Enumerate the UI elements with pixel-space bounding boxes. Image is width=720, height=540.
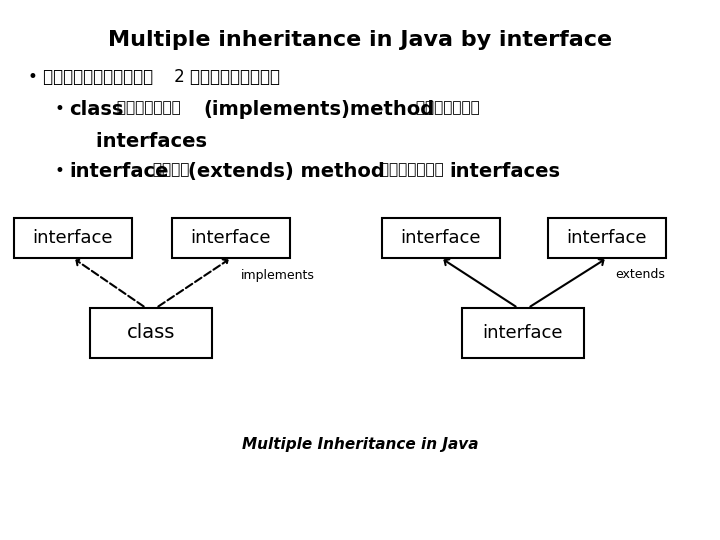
Text: (implements)method: (implements)method	[203, 100, 434, 119]
Text: implements: implements	[241, 268, 315, 281]
Bar	[172, 218, 290, 258]
Text: interface: interface	[191, 229, 271, 247]
Text: •: •	[55, 162, 70, 180]
Text: class: class	[127, 323, 175, 342]
Bar	[14, 218, 132, 258]
Text: interface: interface	[32, 229, 113, 247]
Text: Multiple inheritance in Java by interface: Multiple inheritance in Java by interfac…	[108, 30, 612, 50]
Text: class: class	[69, 100, 123, 119]
Text: interfaces: interfaces	[449, 162, 560, 181]
Text: (extends) method: (extends) method	[188, 162, 384, 181]
Text: interface: interface	[401, 229, 481, 247]
Text: extends: extends	[615, 268, 665, 281]
Text: interface: interface	[567, 229, 647, 247]
Text: Multiple Inheritance in Java: Multiple Inheritance in Java	[242, 437, 478, 453]
Text: interface: interface	[482, 324, 563, 342]
Text: จากหลาย: จากหลาย	[411, 100, 480, 115]
Text: •: •	[55, 100, 70, 118]
Bar	[90, 308, 212, 358]
Bar	[462, 308, 584, 358]
Text: interface: interface	[69, 162, 168, 181]
Bar	[548, 218, 666, 258]
Text: interfaces: interfaces	[69, 132, 207, 151]
Text: ต่อเติม: ต่อเติม	[112, 100, 200, 115]
Text: ขยาย: ขยาย	[148, 162, 189, 177]
Bar	[382, 218, 500, 258]
Text: จากหลาย: จากหลาย	[375, 162, 449, 177]
Text: • สามารถทำได้    2 รูปแบบคือ: • สามารถทำได้ 2 รูปแบบคือ	[28, 68, 280, 86]
